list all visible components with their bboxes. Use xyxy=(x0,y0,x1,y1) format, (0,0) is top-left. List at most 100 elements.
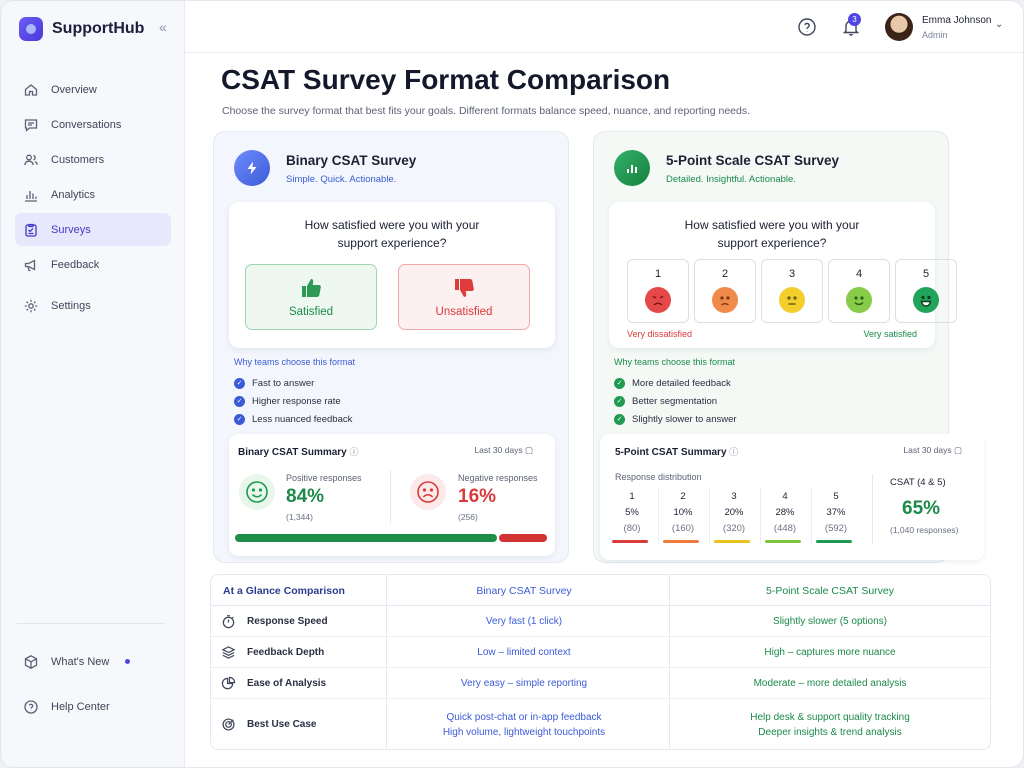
brand[interactable]: SupportHub xyxy=(19,17,144,41)
sidebar-item-label: Overview xyxy=(51,83,97,96)
binary-summary-period[interactable]: Last 30 days ▢ xyxy=(474,445,533,456)
scale-why-heading: Why teams choose this format xyxy=(614,357,736,367)
row-label: Ease of Analysis xyxy=(247,678,327,689)
frown-icon xyxy=(410,474,446,510)
scale-option-5[interactable]: 5 xyxy=(895,259,957,323)
scale-summary-period[interactable]: Last 30 days ▢ xyxy=(903,445,962,456)
topbar xyxy=(185,1,1023,53)
sad-face-icon xyxy=(712,287,738,313)
distribution-color-bar xyxy=(663,540,699,543)
summary-divider xyxy=(872,474,873,544)
positive-count: (1,344) xyxy=(286,512,313,522)
sidebar-item-settings[interactable]: Settings xyxy=(15,289,171,322)
sidebar-item-overview[interactable]: Overview xyxy=(15,73,171,106)
sidebar-item-help-center[interactable]: Help Center xyxy=(15,690,171,723)
page-subtitle: Choose the survey format that best fits … xyxy=(222,105,751,117)
summary-title-text: 5-Point CSAT Summary xyxy=(615,447,727,458)
pie-chart-icon xyxy=(221,676,236,690)
avatar[interactable] xyxy=(885,13,913,41)
list-item: ✓ Higher response rate xyxy=(234,392,352,410)
satisfied-button[interactable]: Satisfied xyxy=(245,264,377,330)
home-icon xyxy=(24,83,38,96)
reason-text: Fast to answer xyxy=(252,377,315,389)
info-icon[interactable]: ⓘ xyxy=(729,447,739,457)
collapse-sidebar-icon[interactable]: « xyxy=(159,19,167,35)
list-item: ✓ Fast to answer xyxy=(234,374,352,392)
scale-option-2[interactable]: 2 xyxy=(694,259,756,323)
gear-icon xyxy=(24,299,38,312)
sidebar-item-analytics[interactable]: Analytics xyxy=(15,178,171,211)
question-line: support experience? xyxy=(717,236,827,250)
sidebar-item-label: What's New xyxy=(51,655,110,668)
reason-text: Less nuanced feedback xyxy=(252,413,353,425)
sidebar-item-feedback[interactable]: Feedback xyxy=(15,248,171,281)
scale-option-3[interactable]: 3 xyxy=(761,259,823,323)
binary-tagline: Simple. Quick. Actionable. xyxy=(286,174,397,185)
cell-line: Help desk & support quality tracking xyxy=(750,712,910,723)
chat-icon xyxy=(24,118,38,132)
binary-reasons: ✓ Fast to answer ✓ Higher response rate ✓ L… xyxy=(234,374,352,428)
distribution-score: 3 xyxy=(731,491,737,502)
distribution-count: (160) xyxy=(671,523,695,534)
smile-icon xyxy=(239,474,275,510)
scale-option-4[interactable]: 4 xyxy=(828,259,890,323)
help-icon xyxy=(24,699,38,714)
notification-badge: 3 xyxy=(848,13,861,26)
distribution-count: (320) xyxy=(722,523,746,534)
binary-cell: Low – limited context xyxy=(477,647,571,658)
sidebar-item-whats-new[interactable]: What's New xyxy=(15,645,171,678)
negative-share-bar xyxy=(499,534,547,542)
binary-cell: Very easy – simple reporting xyxy=(460,678,588,689)
unsatisfied-label: Unsatisfied xyxy=(435,306,493,318)
binary-summary-card: Binary CSAT Summary ⓘ Last 30 days ▢ Pos… xyxy=(229,434,555,556)
sidebar-item-label: Analytics xyxy=(51,188,96,201)
negative-count: (256) xyxy=(458,512,478,522)
negative-label: Negative responses xyxy=(458,473,538,483)
distribution-pct: 20% xyxy=(724,507,744,518)
distribution-color-bar xyxy=(816,540,852,543)
csat-value: 65% xyxy=(902,498,941,519)
binary-cell: Quick post-chat or in-app feedback High … xyxy=(386,710,662,740)
binary-panel: Binary CSAT Survey Simple. Quick. Action… xyxy=(213,131,569,563)
help-icon[interactable] xyxy=(796,16,818,38)
positive-label: Positive responses xyxy=(286,473,362,483)
distribution-score: 1 xyxy=(629,491,635,502)
list-item: ✓ Better segmentation xyxy=(614,392,737,410)
user-name[interactable]: Emma Johnson xyxy=(922,15,992,26)
column-scale: 5-Point Scale CSAT Survey xyxy=(766,585,894,597)
scale-summary-title: 5-Point CSAT Summary ⓘ xyxy=(615,445,738,458)
scale-option-1[interactable]: 1 xyxy=(627,259,689,323)
csat-label: CSAT (4 & 5) xyxy=(890,477,946,488)
scale-cell: High – captures more nuance xyxy=(764,647,896,658)
summary-divider xyxy=(390,470,391,524)
column-separator xyxy=(760,488,761,544)
unsatisfied-button[interactable]: Unsatisfied xyxy=(398,264,530,330)
angry-face-icon xyxy=(645,287,671,313)
sidebar-item-customers[interactable]: Customers xyxy=(15,143,171,176)
distribution-count: (80) xyxy=(623,523,641,534)
check-icon: ✓ xyxy=(614,413,625,425)
distribution-pct: 37% xyxy=(826,507,846,518)
calendar-icon: ▢ xyxy=(953,445,962,455)
sidebar-divider xyxy=(17,623,165,624)
scale-reasons: ✓ More detailed feedback ✓ Better segmenta… xyxy=(614,374,737,428)
thumbs-down-icon xyxy=(455,279,474,297)
sidebar-item-conversations[interactable]: Conversations xyxy=(15,108,171,141)
distribution-column: 5 37% (592) xyxy=(814,491,858,539)
binary-question-card: How satisfied were you with your support… xyxy=(229,202,555,348)
distribution-label: Response distribution xyxy=(615,472,702,482)
chevron-down-icon[interactable]: ⌄ xyxy=(995,19,1004,30)
calendar-icon: ▢ xyxy=(524,445,533,455)
users-icon xyxy=(24,154,38,165)
table-row: Feedback Depth Low – limited context Hig… xyxy=(211,637,990,668)
bar-chart-icon xyxy=(614,150,650,186)
info-icon[interactable]: ⓘ xyxy=(349,447,359,457)
scale-cell: Help desk & support quality tracking Dee… xyxy=(669,710,990,740)
sidebar-item-surveys[interactable]: Surveys xyxy=(15,213,171,246)
distribution-score: 5 xyxy=(833,491,839,502)
user-role: Admin xyxy=(922,30,948,40)
scale-panel: 5-Point Scale CSAT Survey Detailed. Insi… xyxy=(593,131,984,563)
period-text: Last 30 days xyxy=(903,445,952,455)
check-icon: ✓ xyxy=(234,377,245,389)
reason-text: Slightly slower to answer xyxy=(632,413,737,425)
